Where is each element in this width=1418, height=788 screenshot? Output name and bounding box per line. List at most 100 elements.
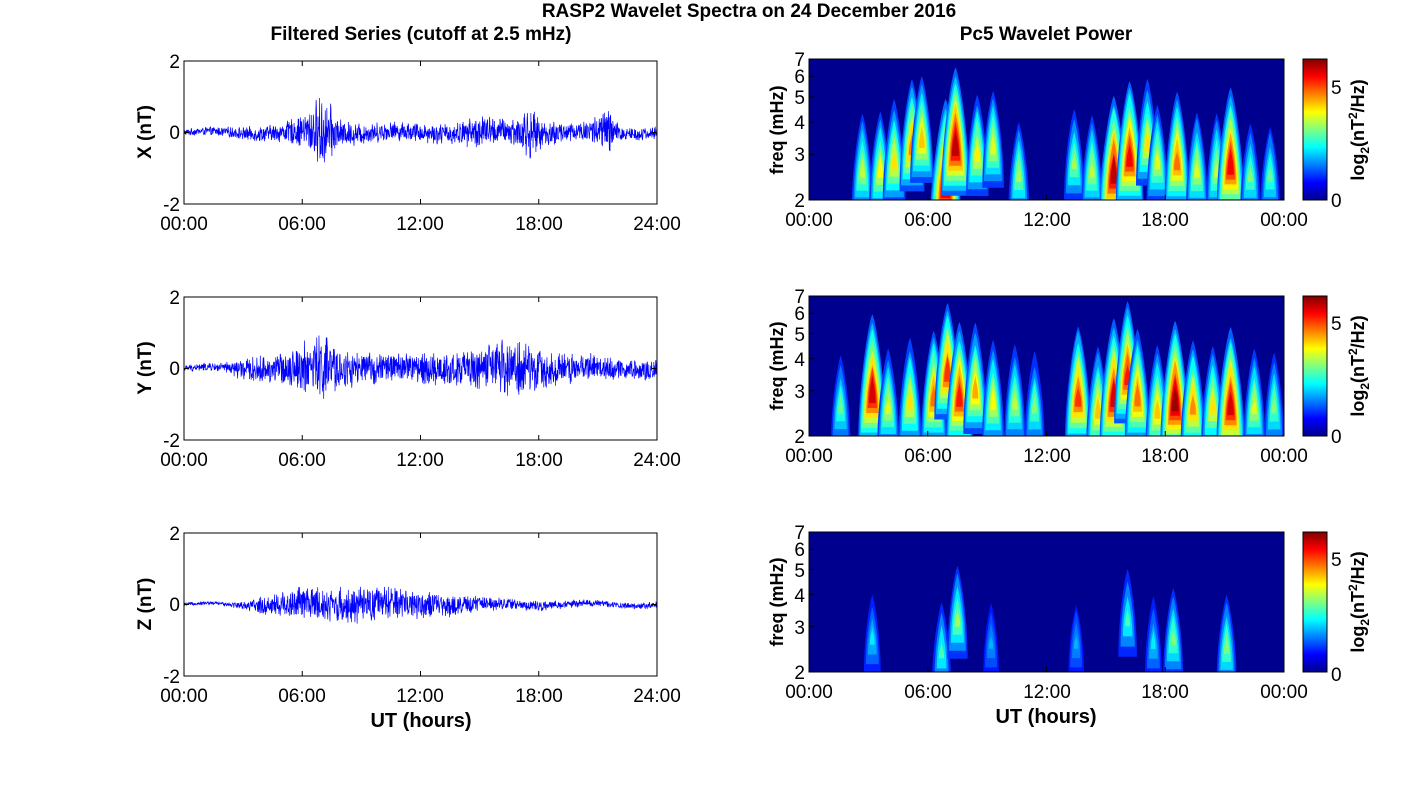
power-contour xyxy=(1224,633,1230,654)
axis-ticks xyxy=(183,60,658,205)
x-tick-label: 24:00 xyxy=(633,450,681,471)
y-tick-label: 7 xyxy=(794,50,805,71)
x-tick-label: 18:00 xyxy=(515,686,563,707)
time-series-panel-y: 2 0 -2 00:00 06:00 12:00 18:00 24:00 Y (… xyxy=(135,288,681,471)
x-tick-label: 06:00 xyxy=(904,446,952,467)
y-tick-label: 6 xyxy=(794,304,805,325)
colorbar: 0 5 log2(nT2/Hz) xyxy=(1302,531,1372,686)
power-contour xyxy=(1012,392,1018,410)
x-axis-label-left: UT (hours) xyxy=(370,710,471,732)
x-tick-label: 06:00 xyxy=(278,214,326,235)
wavelet-spectrum-panel-x: 2 3 4 5 6 7 00:00 06:00 12:00 18:00 00:0… xyxy=(767,50,1372,231)
power-contour xyxy=(869,375,876,404)
y-tick-label: 2 xyxy=(169,524,180,545)
power-blobs xyxy=(831,301,1284,436)
colorbar-tick-label: 5 xyxy=(1331,78,1342,99)
power-contour xyxy=(885,395,891,414)
power-blobs xyxy=(851,67,1280,200)
colorbar-gradient xyxy=(1302,295,1328,437)
right-column-title: Pc5 Wavelet Power xyxy=(960,24,1133,45)
power-contour xyxy=(939,641,945,659)
x-tick-label: 12:00 xyxy=(396,450,444,471)
power-contour xyxy=(988,634,994,649)
y-tick-label: 3 xyxy=(794,618,805,639)
colorbar: 0 5 log2(nT2/Hz) xyxy=(1302,295,1372,448)
power-contour xyxy=(1267,165,1273,182)
y-tick-label: 5 xyxy=(794,325,805,346)
y-tick-label: 0 xyxy=(169,359,180,380)
x-tick-label: 00:00 xyxy=(160,686,208,707)
power-contour xyxy=(1154,398,1161,419)
x-tick-label: 18:00 xyxy=(1141,682,1189,703)
y-tick-label: 7 xyxy=(794,523,805,544)
axis-ticks xyxy=(808,531,1285,673)
power-contour xyxy=(944,355,951,382)
y-tick-label: 2 xyxy=(794,191,805,212)
y-tick-label: 3 xyxy=(794,145,805,166)
power-contour xyxy=(1134,382,1141,407)
power-contour xyxy=(838,392,844,414)
y-tick-label: 0 xyxy=(169,595,180,616)
power-contour xyxy=(1089,160,1095,178)
power-contour xyxy=(952,129,959,156)
wavelet-spectrum-panel-z: 2 3 4 5 6 7 00:00 06:00 12:00 18:00 00:0… xyxy=(767,523,1372,703)
y-axis-label: freq (mHz) xyxy=(767,321,787,410)
power-contour xyxy=(1075,385,1082,407)
y-tick-label: 2 xyxy=(169,288,180,309)
y-tick-label: -2 xyxy=(163,431,180,452)
power-contour xyxy=(1189,393,1196,415)
power-contour xyxy=(1074,633,1079,649)
axis-ticks xyxy=(808,295,1285,437)
power-contour xyxy=(1095,395,1101,419)
x-tick-label: 12:00 xyxy=(396,686,444,707)
x-tick-label: 18:00 xyxy=(515,214,563,235)
left-column-title: Filtered Series (cutoff at 2.5 mHz) xyxy=(271,24,572,45)
power-contour xyxy=(918,126,925,148)
power-contour xyxy=(1016,159,1022,182)
y-tick-label: 4 xyxy=(794,586,805,607)
colorbar: 0 5 log2(nT2/Hz) xyxy=(1302,58,1372,212)
x-tick-label: 18:00 xyxy=(1141,210,1189,231)
x-tick-label: 24:00 xyxy=(633,686,681,707)
power-contour xyxy=(1194,159,1200,178)
y-tick-label: 4 xyxy=(794,113,805,134)
freq-tick-labels: 2 3 4 5 6 7 xyxy=(794,50,805,212)
power-contour xyxy=(1032,393,1038,414)
power-contour xyxy=(1110,155,1118,184)
y-tick-label: 6 xyxy=(794,540,805,561)
power-contour xyxy=(990,132,996,155)
y-axis-label: freq (mHz) xyxy=(767,85,787,174)
colorbar-tick-label: 0 xyxy=(1331,191,1342,212)
y-tick-label: -2 xyxy=(163,667,180,688)
x-tick-label: 00:00 xyxy=(785,682,833,703)
power-contour xyxy=(1227,147,1234,175)
colorbar-gradient xyxy=(1302,531,1328,673)
power-contour xyxy=(859,157,866,178)
time-series-panel-x: 2 0 -2 00:00 06:00 12:00 18:00 24:00 X (… xyxy=(135,52,681,235)
x-tick-label: 06:00 xyxy=(904,210,952,231)
y-tick-label: 2 xyxy=(794,427,805,448)
y-axis-label: Y (nT) xyxy=(135,341,156,394)
x-tick-label: 12:00 xyxy=(396,214,444,235)
x-tick-label: 18:00 xyxy=(1141,446,1189,467)
power-contour xyxy=(877,155,884,178)
freq-tick-labels: 2 3 4 5 6 7 xyxy=(794,287,805,448)
time-series-panel-z: 2 0 -2 00:00 06:00 12:00 18:00 24:00 Z (… xyxy=(135,524,681,707)
series-line xyxy=(184,97,657,163)
power-contour xyxy=(1209,391,1216,415)
colorbar-label: log2(nT2/Hz) xyxy=(1346,551,1372,652)
y-tick-label: 2 xyxy=(794,663,805,684)
y-axis-label: freq (mHz) xyxy=(767,557,787,646)
y-tick-label: 0 xyxy=(169,123,180,144)
x-tick-label: 12:00 xyxy=(1023,210,1071,231)
x-tick-label: 00:00 xyxy=(160,450,208,471)
colorbar-tick-label: 5 xyxy=(1331,550,1342,571)
power-contour xyxy=(1271,392,1277,414)
x-tick-label: 12:00 xyxy=(1023,682,1071,703)
x-tick-label: 00:00 xyxy=(785,210,833,231)
power-contour xyxy=(891,150,897,170)
power-contour xyxy=(1144,128,1151,152)
x-tick-label: 00:00 xyxy=(1260,446,1308,467)
x-tick-label: 06:00 xyxy=(904,682,952,703)
